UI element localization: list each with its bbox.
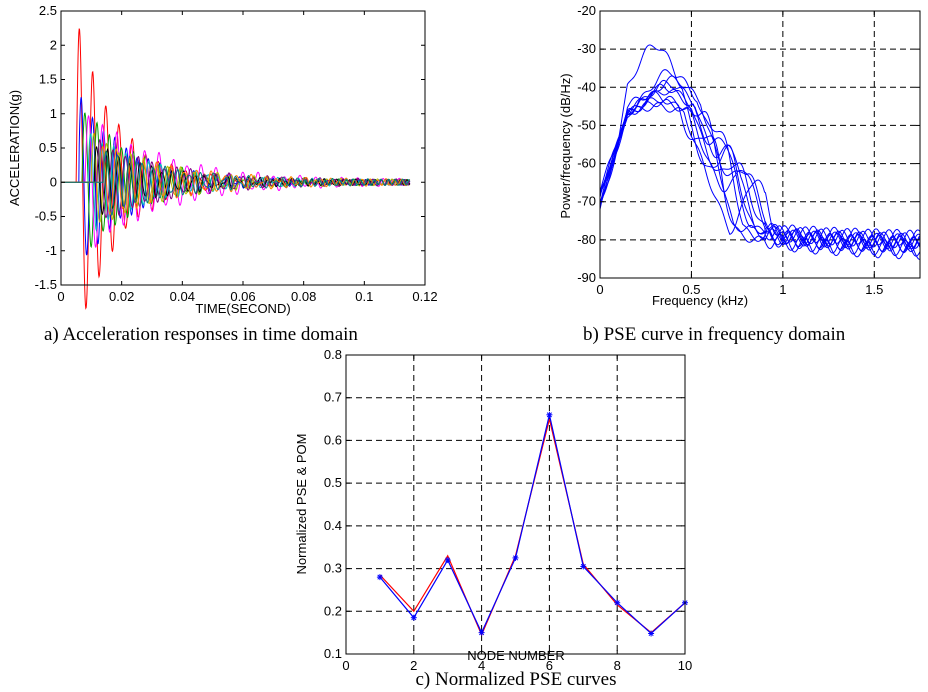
panel-b-series-line (599, 95, 921, 253)
panel-c-y-tick-label: 0.3 (324, 561, 342, 576)
panel-c-y-tick-label: 0.5 (324, 475, 342, 490)
panel-c-x-tick-label: 8 (614, 658, 621, 673)
panel-b-x-tick-label: 0 (596, 282, 603, 297)
panel-c-y-tick-label: 0.2 (324, 603, 342, 618)
panel-b-grid (600, 11, 920, 278)
panel-c-y-ticks: 0.1 0.2 0.3 0.4 0.5 0.6 0.7 0.8 (324, 347, 685, 661)
panel-b-pse-frequency-chart: 0 0.5 1 1.5 -90 -80 -70 -60 -50 -40 -30 -20 Freque… (558, 3, 921, 345)
panel-b-caption: b) PSE curve in frequency domain (583, 324, 846, 345)
panel-c-x-tick-label: 2 (410, 658, 417, 673)
panel-b-series (599, 44, 921, 260)
panel-b-series-line (599, 79, 921, 253)
panel-b-y-axis-label: Power/frequency (dB/Hz) (558, 73, 573, 218)
panel-c-star-marker (546, 411, 553, 418)
panel-c-y-tick-label: 0.6 (324, 432, 342, 447)
panel-c-x-tick-label: 10 (678, 658, 692, 673)
panel-b-series-line (599, 44, 921, 250)
panel-c-star-marker (410, 614, 417, 621)
panel-b-y-tick-label: -50 (577, 117, 596, 132)
panel-c-star-marker (512, 554, 519, 561)
panel-a-y-ticks: -1.5 -1 -0.5 0 0.5 1 1.5 2 2.5 (35, 3, 425, 292)
panel-b-series-line (599, 90, 921, 257)
panel-b-series-line (599, 75, 921, 250)
panel-a-y-tick-label: 0.5 (39, 140, 57, 155)
panel-c-x-ticks: 0 2 4 6 8 10 (342, 355, 692, 673)
panel-b-y-tick-label: -70 (577, 194, 596, 209)
panel-a-y-tick-label: 1.5 (39, 72, 57, 87)
panel-b-y-tick-label: -60 (577, 156, 596, 171)
panel-c-y-tick-label: 0.4 (324, 518, 342, 533)
panel-c-y-tick-label: 0.7 (324, 390, 342, 405)
panel-b-y-tick-label: -90 (577, 270, 596, 285)
panel-b-x-tick-label: 1 (779, 282, 786, 297)
panel-a-series-line (61, 150, 410, 216)
panel-a-acceleration-chart: 0 0.02 0.04 0.06 0.08 0.1 0.12 -1.5 -1 -0.5 0 0.5 1… (7, 3, 438, 345)
panel-c-star-marker (580, 563, 587, 570)
panel-c-x-tick-label: 4 (478, 658, 485, 673)
panel-a-series (61, 28, 411, 310)
panel-a-y-axis-label: ACCELERATION(g) (7, 90, 22, 206)
panel-a-x-axis-label: TIME(SECOND) (195, 301, 290, 316)
panel-b-x-tick-label: 1.5 (865, 282, 883, 297)
panel-a-x-tick-label: 0.08 (291, 289, 316, 304)
panel-b-y-tick-label: -80 (577, 232, 596, 247)
panel-a-y-tick-label: -0.5 (35, 209, 57, 224)
panel-c-star-marker (478, 629, 485, 636)
panel-a-y-tick-label: 2.5 (39, 3, 57, 18)
panel-a-x-tick-label: 0.06 (230, 289, 255, 304)
panel-b-x-tick-label: 0.5 (682, 282, 700, 297)
panel-a-x-tick-label: 0.1 (355, 289, 373, 304)
panel-c-series-line (379, 418, 686, 637)
panel-c-plot-frame (345, 354, 686, 655)
panel-c-x-axis-label: NODE NUMBER (467, 648, 565, 663)
panel-c-caption: c) Normalized PSE curves (415, 669, 616, 690)
panel-b-y-ticks: -90 -80 -70 -60 -50 -40 -30 -20 (577, 3, 920, 285)
panel-a-x-tick-label: 0.02 (109, 289, 134, 304)
panel-a-y-tick-label: -1.5 (35, 277, 57, 292)
panel-c-x-tick-label: 6 (546, 658, 553, 673)
panel-b-x-axis-label: Frequency (kHz) (652, 293, 748, 308)
panel-a-x-tick-label: 0.04 (170, 289, 195, 304)
panel-c-x-tick-label: 0 (342, 658, 349, 673)
panel-c-grid (346, 355, 685, 654)
panel-b-plot-frame (599, 10, 921, 279)
panel-b-series-line (599, 102, 921, 260)
panel-c-star-marker (444, 557, 451, 564)
panel-b-y-tick-label: -30 (577, 41, 596, 56)
panel-a-y-tick-label: 0 (50, 174, 57, 189)
panel-a-caption: a) Acceleration responses in time domain (44, 324, 358, 345)
panel-c-y-axis-label: Normalized PSE & POM (294, 434, 309, 575)
panel-a-x-tick-label: 0.12 (412, 289, 437, 304)
panel-a-x-tick-label: 0 (57, 289, 64, 304)
panel-b-series-line (599, 88, 921, 249)
panel-b-x-ticks: 0 0.5 1 1.5 (596, 11, 883, 297)
panel-b-series-line (599, 83, 921, 246)
panel-c-star-marker (614, 599, 621, 606)
panel-c-star-marker (648, 630, 655, 637)
panel-c-normalized-pse-chart: 0 2 4 6 8 10 0.1 0.2 0.3 0.4 0.5 0.6 0.7 0.8 NODE NU… (294, 347, 692, 690)
panel-b-y-tick-label: -40 (577, 79, 596, 94)
panel-a-series-line (61, 28, 411, 310)
panel-c-star-marker (376, 574, 383, 581)
panel-b-series-line (599, 98, 921, 246)
panel-c-series (376, 411, 688, 637)
panel-b-series-line (599, 69, 921, 254)
panel-a-series-line (61, 97, 411, 256)
panel-c-series-line (379, 414, 686, 635)
panel-c-y-tick-label: 0.1 (324, 646, 342, 661)
panel-c-y-tick-label: 0.8 (324, 347, 342, 362)
panel-a-y-tick-label: -1 (45, 243, 57, 258)
panel-a-y-tick-label: 1 (50, 106, 57, 121)
panel-a-x-ticks: 0 0.02 0.04 0.06 0.08 0.1 0.12 (57, 11, 438, 304)
panel-b-y-tick-label: -20 (577, 3, 596, 18)
panel-a-y-tick-label: 2 (50, 37, 57, 52)
